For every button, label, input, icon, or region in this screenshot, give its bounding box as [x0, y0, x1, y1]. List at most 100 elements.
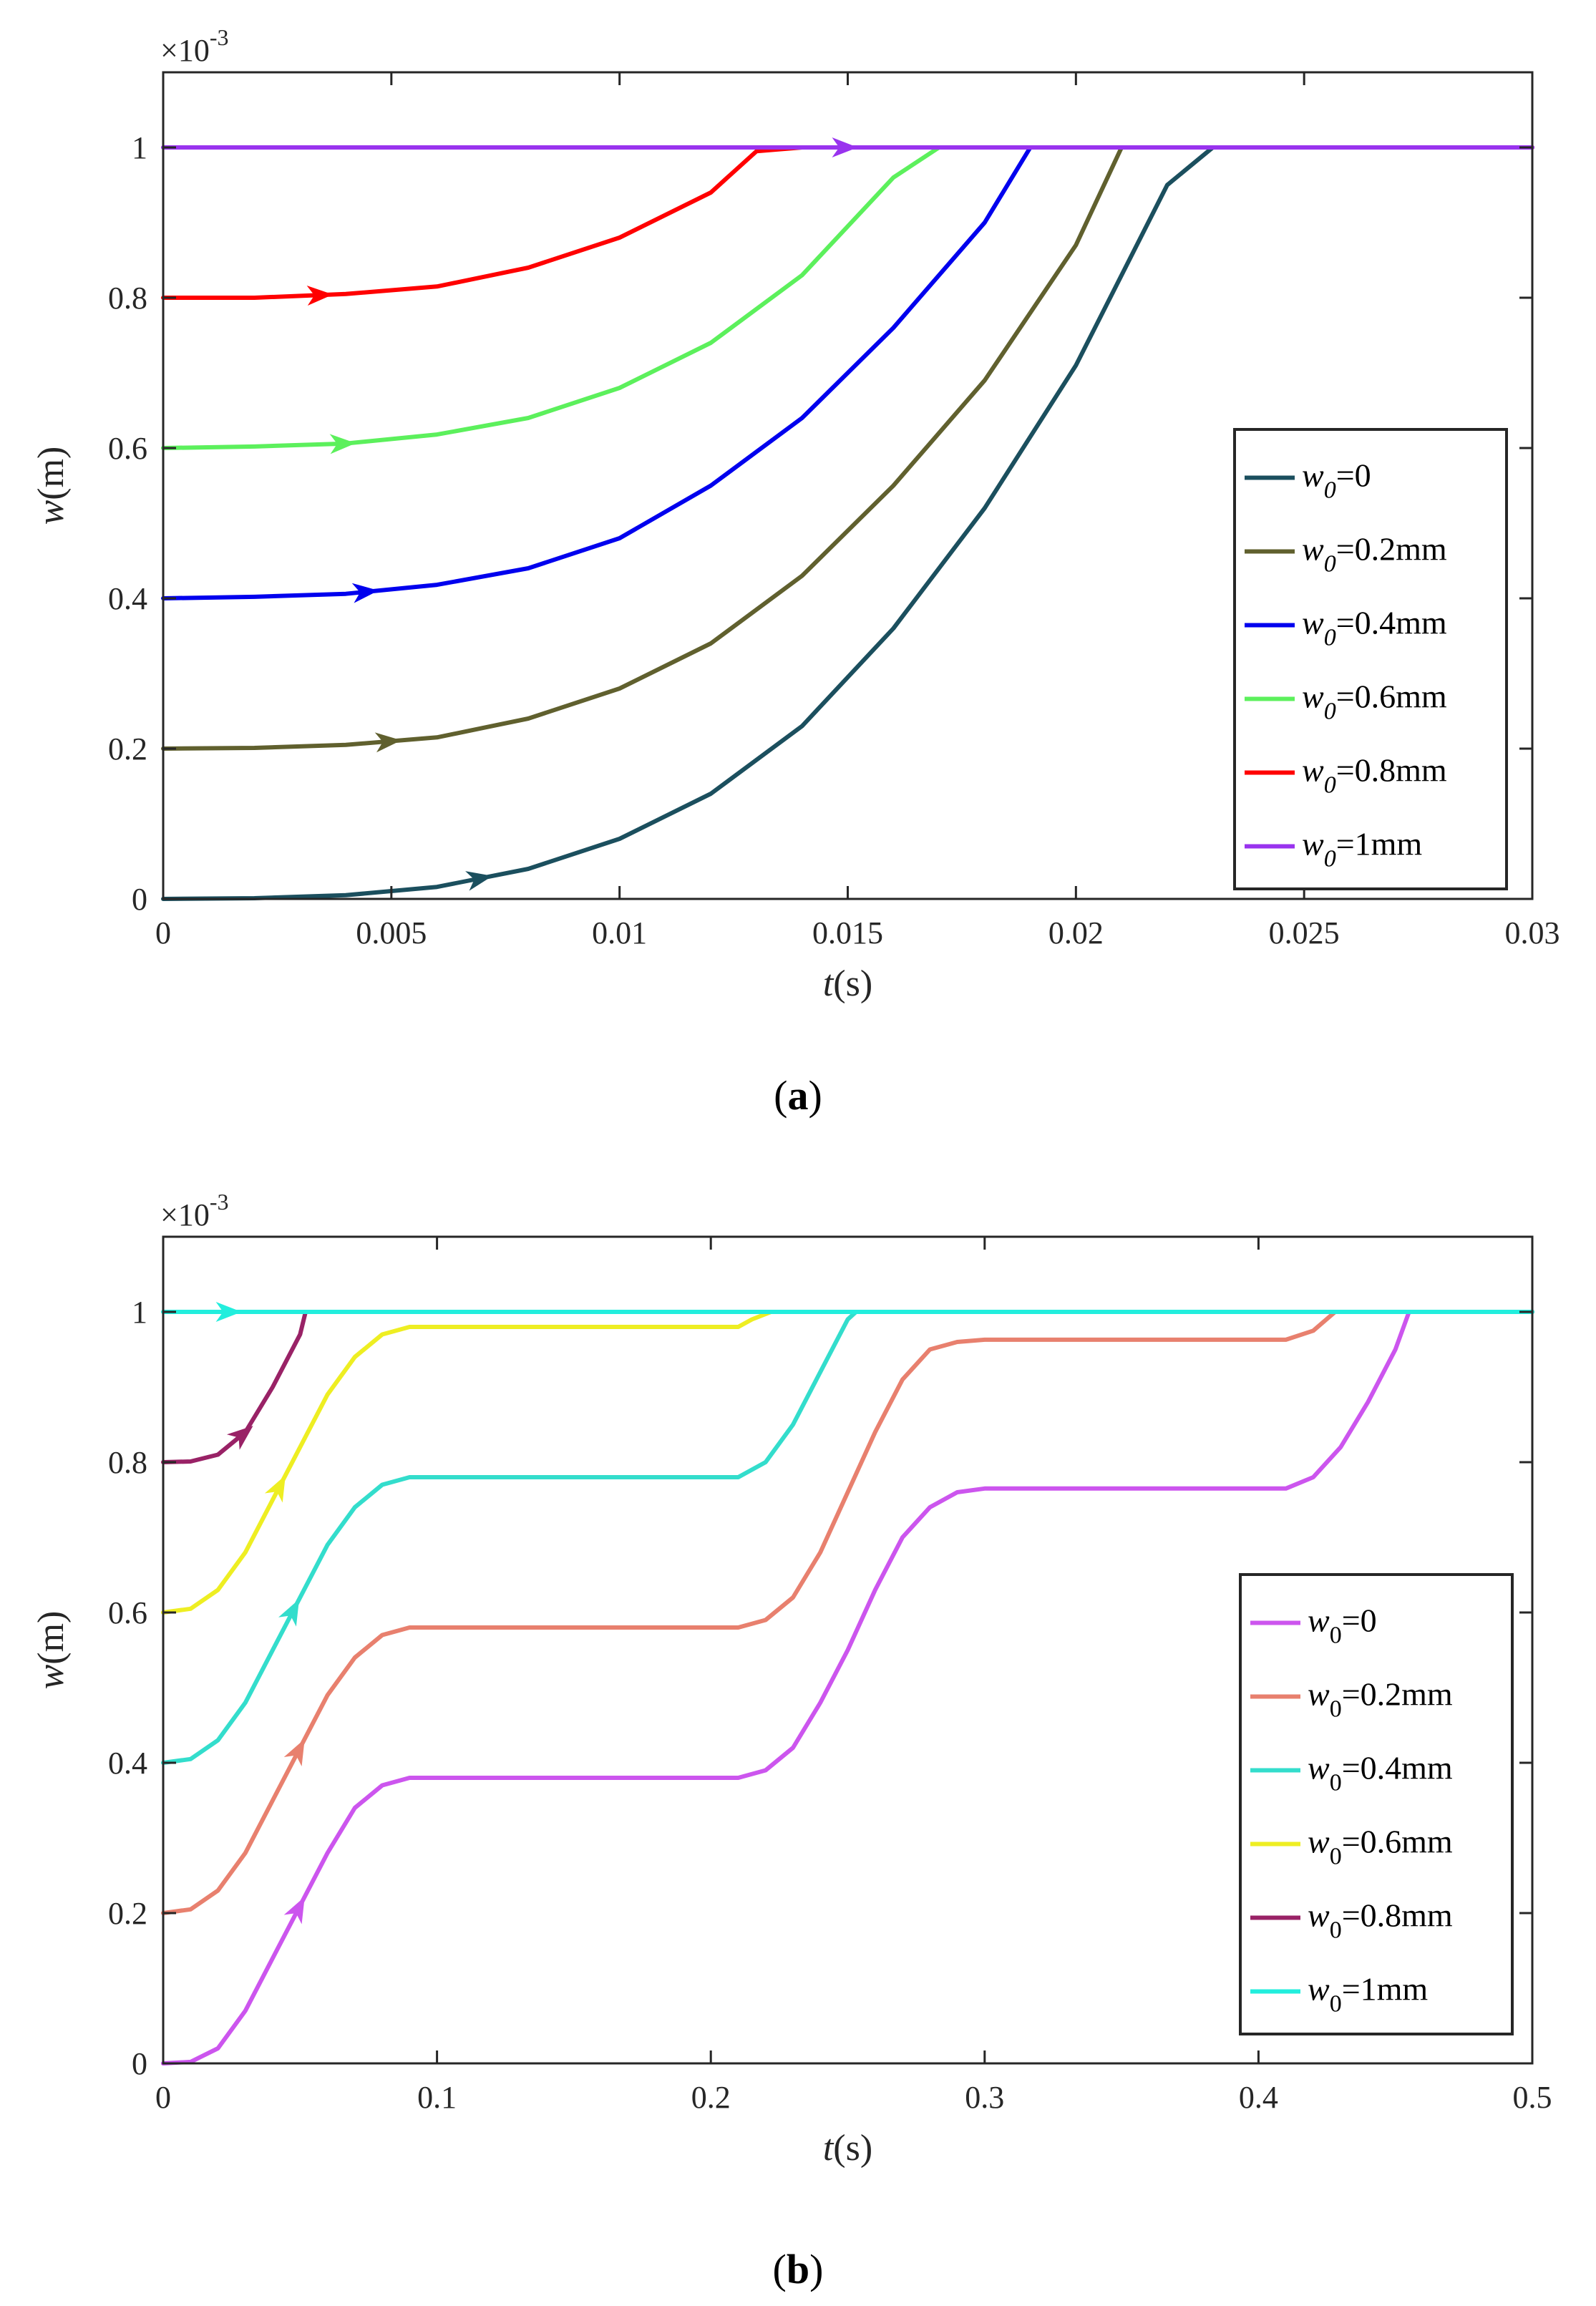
axis-exponent-power: -3 — [210, 1189, 229, 1215]
y-tick-label: 0.6 — [108, 1595, 147, 1630]
legend-value: =0.8mm — [1336, 752, 1447, 789]
caption-close: ) — [809, 1072, 822, 1119]
legend-entry-4: w0=0.8mm — [1302, 752, 1447, 799]
series-arrow-3 — [329, 434, 356, 454]
series-line-2 — [161, 1310, 1534, 1765]
x-axis-label-unit: (s) — [833, 2128, 872, 2169]
legend-sub: 0 — [1324, 625, 1336, 651]
series-line-4 — [161, 1310, 1534, 1464]
caption-open: ( — [774, 1072, 787, 1119]
x-tick-label: 0.015 — [812, 915, 883, 950]
legend-var: w — [1302, 678, 1324, 715]
x-tick-label: 0.4 — [1239, 2080, 1278, 2115]
legend-sub: 0 — [1330, 1696, 1342, 1723]
legend-entry-0: w0=0 — [1302, 457, 1371, 504]
series-line-0 — [161, 1310, 1534, 2066]
legend-entry-5: w0=1mm — [1308, 1971, 1428, 2018]
legend-sub: 0 — [1324, 477, 1336, 504]
x-axis-label-var: t — [823, 2128, 835, 2169]
caption-close: ) — [809, 2246, 823, 2292]
legend-var: w — [1308, 1971, 1330, 2008]
legend-var: w — [1302, 531, 1324, 568]
axis-exponent-power: -3 — [210, 24, 229, 50]
series-arrow-2 — [278, 1599, 300, 1627]
legend-entry-2: w0=0.4mm — [1308, 1750, 1453, 1796]
legend-value: =0.6mm — [1336, 678, 1447, 715]
series-line-1 — [161, 1310, 1534, 1915]
series-arrow-5 — [832, 137, 858, 157]
legend-value: =0 — [1342, 1602, 1377, 1639]
legend-sub: 0 — [1330, 1623, 1342, 1649]
x-tick-label: 0.005 — [356, 915, 427, 950]
legend-sub: 0 — [1324, 772, 1336, 799]
legend-value: =0.6mm — [1342, 1824, 1453, 1860]
y-tick-label: 1 — [132, 130, 147, 165]
legend-sub: 0 — [1324, 551, 1336, 578]
series-arrow-2 — [351, 583, 379, 603]
legend-var: w — [1308, 1676, 1330, 1713]
y-tick-label: 0.8 — [108, 1445, 147, 1480]
caption-letter: b — [787, 2246, 809, 2292]
y-axis-label-var: w — [31, 1664, 72, 1689]
x-axis-label: t(s) — [823, 2128, 872, 2169]
series-line-2 — [161, 145, 1534, 600]
series-arrow-4 — [306, 286, 334, 306]
legend-var: w — [1302, 605, 1324, 641]
panel-a: 0 0.005 0.01 0.015 0.02 0.025 0.03 0 0.2 0.4 0.6 0.… — [31, 24, 1560, 1119]
legend-entry-1: w0=0.2mm — [1302, 531, 1447, 578]
axis-exponent: ×10-3 — [160, 24, 228, 68]
series-line-3 — [161, 1310, 1534, 1615]
x-tick-label: 0 — [155, 915, 171, 950]
legend-sub: 0 — [1330, 1917, 1342, 1944]
x-tick-label: 0.03 — [1505, 915, 1560, 950]
panel-caption: (a) — [774, 1072, 822, 1119]
x-axis-label-var: t — [823, 963, 835, 1004]
x-axis-label: t(s) — [823, 963, 872, 1004]
series-arrow-5 — [215, 1302, 242, 1322]
legend-value: =0.8mm — [1342, 1897, 1453, 1934]
x-tick-label: 0.1 — [417, 2080, 457, 2115]
legend-box — [1239, 1573, 1514, 2035]
y-axis-label-var: w — [31, 500, 72, 525]
legend-sub: 0 — [1330, 1770, 1342, 1796]
axis-exponent-base: ×10 — [160, 33, 210, 68]
legend-var: w — [1308, 1824, 1330, 1860]
legend-entry-5: w0=1mm — [1302, 826, 1422, 872]
caption-letter: a — [788, 1072, 809, 1119]
x-tick-label: 0.02 — [1048, 915, 1104, 950]
legend-entry-0: w0=0 — [1308, 1602, 1377, 1649]
y-axis-label-unit: (m) — [31, 1611, 72, 1665]
legend-var: w — [1308, 1897, 1330, 1934]
legend-sub: 0 — [1324, 699, 1336, 725]
series-arrow-1 — [283, 1738, 305, 1766]
y-tick-label: 0.4 — [108, 581, 147, 616]
caption-open: ( — [773, 2246, 787, 2292]
series-line-1 — [161, 145, 1534, 751]
y-tick-label: 0.4 — [108, 1746, 147, 1781]
axis-exponent: ×10-3 — [160, 1189, 228, 1232]
legend-entry-3: w0=0.6mm — [1308, 1824, 1453, 1870]
legend-var: w — [1308, 1750, 1330, 1786]
legend-sub: 0 — [1330, 1991, 1342, 2018]
x-tick-label: 0.5 — [1513, 2080, 1552, 2115]
legend-value: =0.2mm — [1342, 1676, 1453, 1713]
legend-entry-4: w0=0.8mm — [1308, 1897, 1453, 1944]
series-line-3 — [161, 145, 1534, 450]
panel-caption: (b) — [773, 2246, 824, 2292]
legend-value: =1mm — [1342, 1971, 1429, 2008]
legend-entry-2: w0=0.4mm — [1302, 605, 1447, 651]
x-tick-label: 0.01 — [592, 915, 647, 950]
y-tick-label: 0.2 — [108, 731, 147, 767]
y-tick-label: 0 — [132, 882, 147, 917]
y-tick-label: 0.8 — [108, 281, 147, 316]
x-tick-label: 0.3 — [965, 2080, 1004, 2115]
axes-frame — [162, 1235, 1534, 2065]
legend-var: w — [1308, 1602, 1330, 1639]
legend-entry-3: w0=0.6mm — [1302, 678, 1447, 725]
axis-exponent-base: ×10 — [160, 1197, 210, 1232]
panel-b: 0 0.1 0.2 0.3 0.4 0.5 0 0.2 0.4 0.6 0.8 1 ×10-3 t(s) w… — [31, 1189, 1552, 2292]
legend-value: =0.2mm — [1336, 531, 1447, 568]
x-tick-label: 0 — [155, 2080, 171, 2115]
legend-var: w — [1302, 457, 1324, 494]
x-tick-label: 0.025 — [1269, 915, 1340, 950]
